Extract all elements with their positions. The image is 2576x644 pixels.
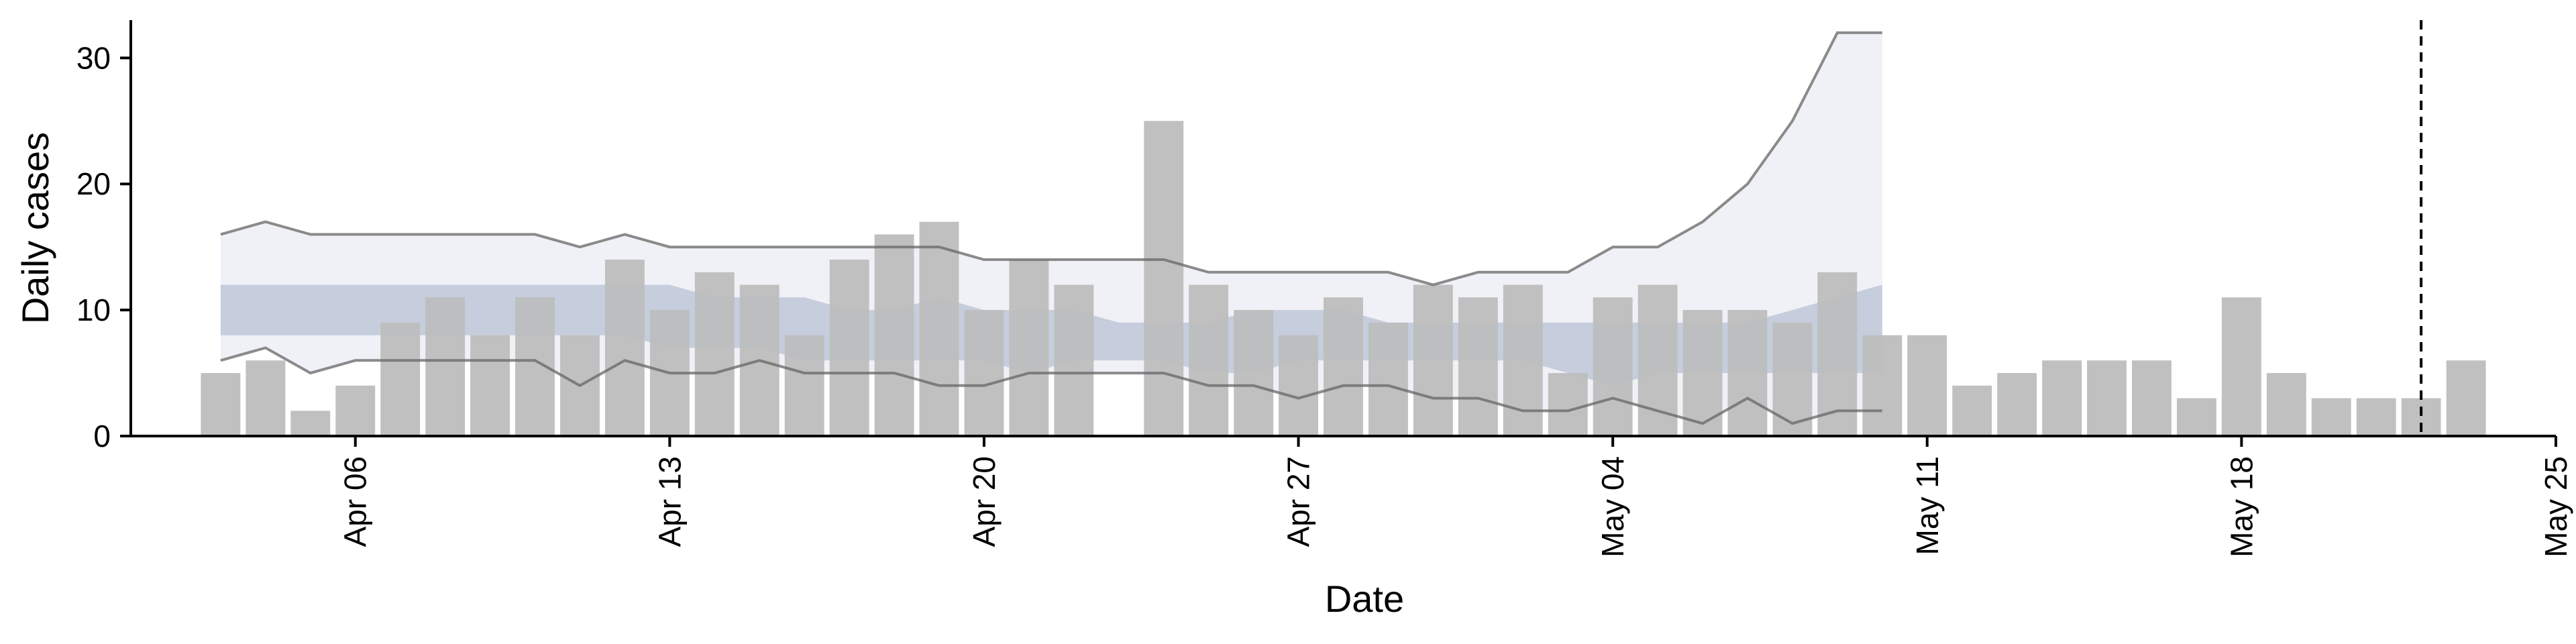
bar bbox=[919, 221, 959, 436]
bar bbox=[1144, 121, 1184, 437]
y-tick-label: 10 bbox=[76, 292, 111, 327]
bar bbox=[1997, 373, 2037, 436]
bar bbox=[1189, 284, 1229, 436]
bar bbox=[2446, 360, 2486, 436]
x-tick-label: Apr 27 bbox=[1281, 456, 1316, 547]
bar bbox=[694, 272, 735, 436]
bar bbox=[1817, 272, 1858, 436]
bar bbox=[1009, 260, 1049, 436]
bar bbox=[2356, 398, 2396, 436]
bar bbox=[2132, 360, 2171, 436]
bar bbox=[1503, 284, 1543, 436]
bar bbox=[964, 310, 1004, 436]
x-tick-label: May 18 bbox=[2224, 456, 2259, 557]
bar bbox=[2311, 398, 2351, 436]
bar bbox=[1952, 385, 1992, 436]
bar bbox=[470, 335, 510, 436]
bar bbox=[604, 260, 645, 436]
y-tick-label: 20 bbox=[76, 166, 111, 201]
bar bbox=[874, 234, 914, 436]
bar bbox=[1368, 322, 1408, 436]
bar bbox=[1413, 284, 1453, 436]
x-tick-label: Apr 20 bbox=[967, 456, 1002, 547]
y-tick-label: 30 bbox=[76, 40, 111, 75]
y-axis-title: Daily cases bbox=[14, 132, 56, 324]
bar bbox=[784, 335, 824, 436]
nowcast-bands bbox=[220, 32, 1882, 424]
bar bbox=[1907, 335, 1947, 436]
x-tick-label: Apr 13 bbox=[652, 456, 687, 547]
x-tick-label: May 25 bbox=[2538, 456, 2573, 557]
bar bbox=[2266, 373, 2306, 436]
bar bbox=[290, 411, 331, 436]
bar bbox=[2087, 360, 2127, 436]
bar bbox=[829, 260, 869, 436]
daily-case-bars bbox=[201, 121, 2486, 437]
bar bbox=[425, 297, 466, 436]
bound-lines bbox=[220, 31, 1882, 425]
bar bbox=[1458, 297, 1498, 436]
bar bbox=[201, 373, 241, 436]
bar bbox=[1054, 284, 1094, 436]
y-tick-label: 0 bbox=[93, 419, 111, 453]
bar bbox=[1862, 335, 1902, 436]
bar bbox=[1234, 310, 1274, 436]
bar bbox=[335, 385, 376, 436]
bar bbox=[1548, 373, 1588, 436]
upper-bound-line bbox=[220, 31, 1882, 286]
x-tick-label: Apr 06 bbox=[338, 456, 373, 547]
bar bbox=[2042, 360, 2082, 436]
bar bbox=[1279, 335, 1318, 436]
bar bbox=[380, 322, 421, 436]
bar bbox=[2177, 398, 2216, 436]
bar bbox=[1324, 297, 1363, 436]
bar bbox=[1593, 297, 1633, 436]
bar bbox=[246, 360, 286, 436]
x-tick-label: May 04 bbox=[1595, 456, 1630, 557]
bar bbox=[2221, 297, 2261, 436]
axes: 0 10 20 30 Apr 06 Apr 13 Apr 20 Apr 27 May 04 May… bbox=[76, 20, 2573, 557]
lower-bound-line bbox=[220, 346, 1882, 425]
bar bbox=[1727, 310, 1768, 436]
x-tick-label: May 11 bbox=[1910, 456, 1945, 555]
x-axis-title: Date bbox=[1325, 578, 1404, 620]
